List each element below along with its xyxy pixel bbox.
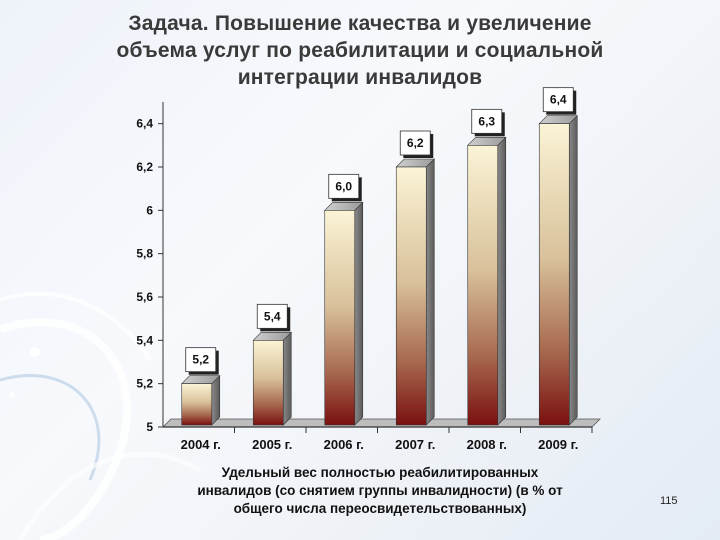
y-tick-label: 5,2 xyxy=(136,377,153,391)
bar-front xyxy=(467,145,499,426)
bar-2: 5,4 xyxy=(252,303,292,426)
data-label: 5,2 xyxy=(192,353,209,367)
y-tick-label: 6,4 xyxy=(136,117,153,131)
bar-side xyxy=(354,201,364,426)
bar-front xyxy=(181,383,213,426)
bar-front xyxy=(538,123,570,426)
slide-title: Задача. Повышение качества и увеличение … xyxy=(60,10,660,91)
bar-side xyxy=(282,331,292,426)
bar-side xyxy=(211,374,221,426)
data-label: 5,4 xyxy=(264,309,281,323)
data-label-box xyxy=(256,303,288,329)
bar-front xyxy=(252,340,284,426)
bar-3: 6,0 xyxy=(324,173,364,426)
data-label-box xyxy=(185,347,217,373)
x-tick-label: 2004 г. xyxy=(181,437,221,452)
y-axis: 5 5,2 5,4 5,6 5,8 6 6,2 6,4 xyxy=(136,102,164,434)
title-line-1: Задача. Повышение качества и увеличение xyxy=(128,12,592,35)
title-line-2: объема услуг по реабилитации и социально… xyxy=(116,39,604,62)
caption-line-1: Удельный вес полностью реабилитированных xyxy=(221,465,539,480)
data-label-box xyxy=(328,173,360,199)
data-label: 6,2 xyxy=(407,136,424,150)
y-tick-label: 6,2 xyxy=(136,160,153,174)
y-tick-label: 6 xyxy=(146,203,153,217)
data-label: 6,0 xyxy=(335,179,352,193)
data-label: 6,4 xyxy=(550,93,567,107)
chart-floor xyxy=(162,418,601,428)
bar-6: 6,4 xyxy=(538,87,578,426)
data-label-box xyxy=(399,130,431,156)
bar-side xyxy=(568,114,578,426)
data-label-box xyxy=(471,108,503,134)
y-tick-label: 5,8 xyxy=(136,247,153,261)
x-axis: 2004 г. 2005 г. 2006 г. 2007 г. 2008 г. 2009 … xyxy=(162,418,601,452)
bar-side xyxy=(497,136,507,426)
bar-4: 6,2 xyxy=(395,130,435,426)
x-tick-label: 2006 г. xyxy=(324,437,364,452)
x-tick-label: 2009 г. xyxy=(538,437,578,452)
chart-caption: Удельный вес полностью реабилитированных… xyxy=(170,464,590,518)
bar-1: 5,2 xyxy=(181,347,221,426)
y-tick-label: 5 xyxy=(146,420,153,434)
title-line-3: интеграции инвалидов xyxy=(237,66,483,89)
caption-line-3: общего числа переосвидетельствованных) xyxy=(233,501,527,516)
data-label: 6,3 xyxy=(478,114,495,128)
x-tick-label: 2008 г. xyxy=(467,437,507,452)
data-label-box xyxy=(542,87,574,113)
bars: 5,2 5,4 6,0 6,2 6,3 6,4 xyxy=(181,87,578,426)
y-tick-label: 5,4 xyxy=(136,333,153,347)
bar-front xyxy=(324,210,356,426)
bar-side xyxy=(425,158,435,426)
bar-5: 6,3 xyxy=(467,108,507,426)
bar-front xyxy=(395,166,427,426)
x-tick-label: 2005 г. xyxy=(252,437,292,452)
page-number: 115 xyxy=(660,495,678,507)
caption-line-2: инвалидов (со снятием группы инвалидност… xyxy=(197,483,563,498)
y-tick-label: 5,6 xyxy=(136,290,153,304)
x-tick-label: 2007 г. xyxy=(395,437,435,452)
